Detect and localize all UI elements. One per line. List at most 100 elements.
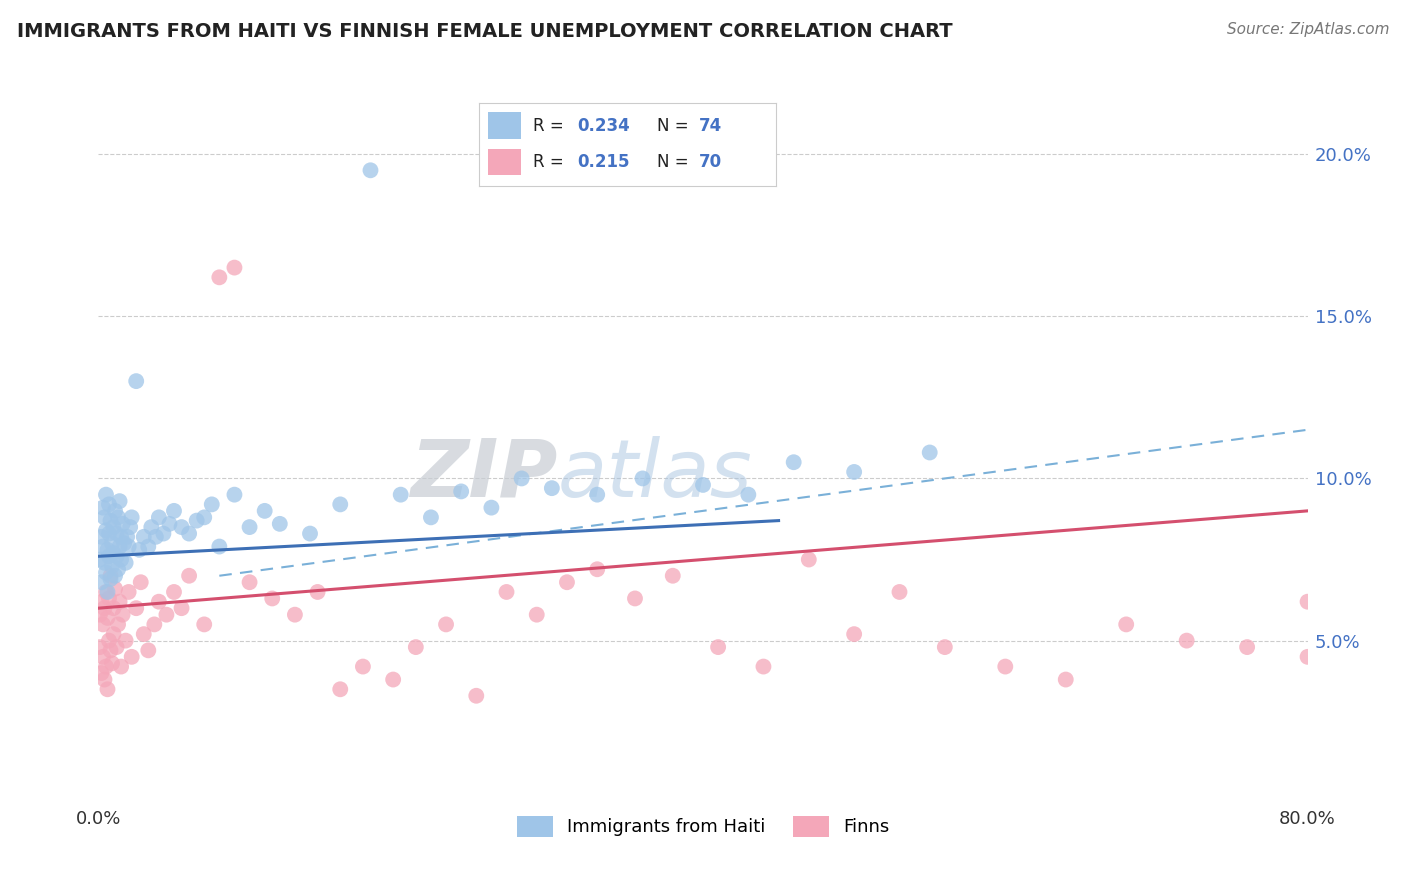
Point [783, 455, 806, 469]
Point [100, 643, 122, 657]
Point [1296, 649, 1319, 664]
Point [555, 575, 578, 590]
Point [118, 585, 141, 599]
Point [239, 575, 262, 590]
Point [110, 530, 132, 544]
Point [104, 568, 127, 582]
Point [108, 595, 131, 609]
Point [170, 601, 193, 615]
Point [389, 488, 412, 502]
Point [208, 540, 231, 554]
Point [193, 617, 215, 632]
Point [495, 585, 517, 599]
Point [105, 640, 128, 654]
Point [143, 617, 166, 632]
Point [1054, 673, 1077, 687]
Point [89, 552, 111, 566]
Point [120, 520, 142, 534]
Point [145, 530, 167, 544]
Point [107, 510, 129, 524]
Point [100, 572, 122, 586]
Point [889, 585, 911, 599]
Point [121, 649, 143, 664]
Point [96, 542, 118, 557]
Text: ZIP: ZIP [411, 435, 558, 514]
Point [163, 504, 186, 518]
Point [101, 657, 124, 671]
Point [918, 445, 941, 459]
Point [307, 585, 329, 599]
Point [125, 601, 148, 615]
Point [136, 540, 159, 554]
Point [692, 478, 714, 492]
Point [100, 568, 122, 582]
Point [434, 617, 457, 632]
Point [148, 510, 170, 524]
Point [797, 552, 820, 566]
Point [186, 514, 208, 528]
Point [101, 559, 124, 574]
Point [224, 260, 246, 275]
Point [90, 666, 112, 681]
Point [108, 540, 131, 554]
Point [118, 540, 141, 554]
Point [96, 682, 118, 697]
Point [382, 673, 405, 687]
Point [90, 595, 112, 609]
Point [201, 497, 224, 511]
Point [141, 520, 163, 534]
Point [1175, 633, 1198, 648]
Point [752, 659, 775, 673]
Point [98, 591, 121, 606]
Point [360, 163, 382, 178]
Point [510, 471, 533, 485]
Point [155, 607, 177, 622]
Point [104, 504, 127, 518]
Point [98, 497, 121, 511]
Point [586, 488, 609, 502]
Point [105, 526, 128, 541]
Point [94, 566, 117, 580]
Point [104, 582, 127, 596]
Point [94, 488, 117, 502]
Point [111, 607, 134, 622]
Point [253, 504, 276, 518]
Point [89, 640, 111, 654]
Point [96, 611, 118, 625]
Point [107, 617, 129, 632]
Point [159, 516, 181, 531]
Point [110, 659, 132, 673]
Point [239, 520, 262, 534]
Point [737, 488, 759, 502]
Point [96, 585, 118, 599]
Point [103, 601, 125, 615]
Point [1236, 640, 1258, 654]
Point [103, 627, 125, 641]
Point [994, 659, 1017, 673]
Point [108, 494, 131, 508]
Point [934, 640, 956, 654]
Point [329, 497, 352, 511]
Point [125, 374, 148, 388]
Point [1296, 595, 1319, 609]
Point [93, 601, 115, 615]
Point [329, 682, 352, 697]
Point [94, 585, 117, 599]
Point [465, 689, 488, 703]
Point [93, 673, 115, 687]
Point [110, 552, 132, 566]
Point [624, 591, 647, 606]
Point [136, 643, 159, 657]
Point [115, 530, 138, 544]
Point [114, 633, 136, 648]
Legend: Immigrants from Haiti, Finns: Immigrants from Haiti, Finns [509, 808, 897, 844]
Point [98, 526, 121, 541]
Point [132, 530, 155, 544]
Point [262, 591, 284, 606]
Point [101, 536, 124, 550]
Point [111, 516, 134, 531]
Point [481, 500, 503, 515]
Point [100, 514, 122, 528]
Point [179, 568, 201, 582]
Point [90, 530, 112, 544]
